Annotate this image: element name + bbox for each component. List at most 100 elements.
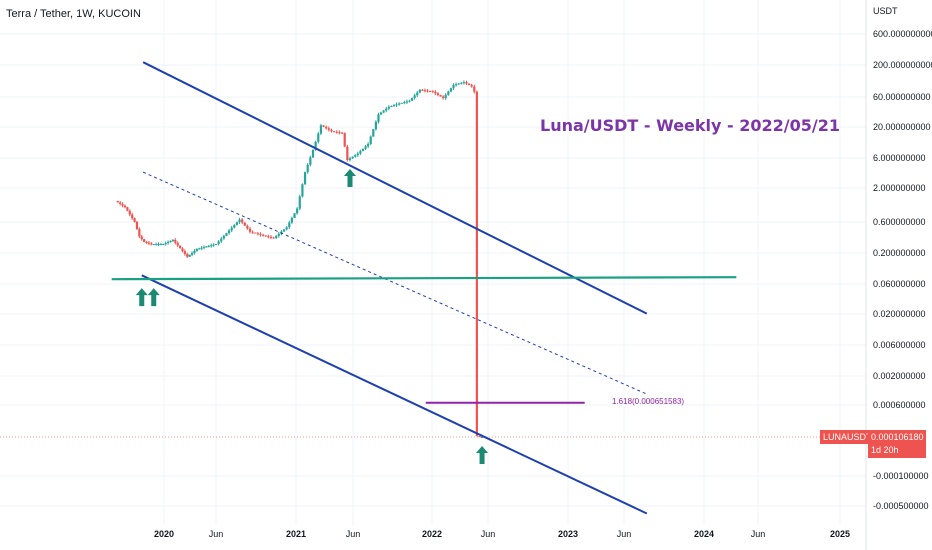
candle-body bbox=[455, 84, 458, 86]
last-price-value: 0.000106180 bbox=[871, 432, 924, 442]
y-tick-label: 0.002000000 bbox=[873, 371, 926, 381]
candle-body bbox=[327, 128, 330, 130]
last-price-tag: 0.000106180 1d 20h bbox=[868, 430, 926, 458]
candle-body bbox=[205, 246, 208, 248]
candle-body bbox=[298, 196, 301, 209]
y-tick-label: 0.006000000 bbox=[873, 340, 926, 350]
candle-body bbox=[478, 436, 481, 438]
candle-body bbox=[410, 98, 414, 101]
channel-upper-line[interactable] bbox=[142, 61, 648, 315]
candle-body bbox=[301, 184, 304, 197]
candle-body bbox=[282, 229, 286, 232]
candle-body bbox=[369, 136, 372, 144]
candle-body bbox=[447, 91, 450, 95]
horizontal-support-line[interactable] bbox=[111, 276, 737, 281]
candle-body bbox=[159, 244, 163, 246]
candle-body bbox=[269, 236, 273, 238]
candle-body bbox=[198, 248, 201, 250]
x-tick-label: 2023 bbox=[557, 529, 579, 539]
symbol-price-tag: LUNAUSDT bbox=[820, 430, 875, 444]
candle-body bbox=[354, 155, 357, 157]
chart-annotation[interactable]: Luna/USDT - Weekly - 2022/05/21 bbox=[540, 116, 840, 135]
candle-body bbox=[322, 125, 325, 127]
candle-body bbox=[314, 141, 317, 150]
candle-body bbox=[135, 221, 139, 230]
candle-body bbox=[246, 225, 249, 229]
candle-body bbox=[150, 243, 153, 245]
candle-body bbox=[395, 104, 398, 106]
candle-body bbox=[126, 207, 129, 211]
candle-body bbox=[227, 230, 231, 234]
symbol-title[interactable]: Terra / Tether, 1W, KUCOIN bbox=[6, 8, 141, 20]
candle-body bbox=[256, 233, 259, 235]
candle-body bbox=[333, 131, 336, 133]
candle-body bbox=[116, 200, 119, 203]
candle-body bbox=[330, 129, 333, 132]
candle-body bbox=[290, 217, 293, 223]
x-tick-label: Jun bbox=[480, 529, 496, 539]
candle-body bbox=[460, 82, 463, 84]
candle-body bbox=[335, 131, 338, 133]
candle-body bbox=[176, 242, 179, 246]
candle-body bbox=[155, 244, 158, 246]
candle-body bbox=[317, 133, 320, 142]
candle-body bbox=[264, 235, 267, 237]
channel-mid-line[interactable] bbox=[142, 171, 648, 395]
candle-body bbox=[174, 239, 177, 243]
channel-lower-line[interactable] bbox=[141, 274, 648, 515]
candle-body bbox=[193, 250, 196, 253]
candle-body bbox=[285, 227, 288, 230]
x-tick-label: 2022 bbox=[421, 529, 443, 539]
candle-body bbox=[421, 89, 424, 91]
y-axis-unit: USDT bbox=[873, 6, 898, 16]
candle-body bbox=[346, 146, 349, 161]
candle-body bbox=[131, 214, 134, 219]
candle-body bbox=[436, 93, 440, 95]
candle-body bbox=[296, 208, 299, 214]
candle-body bbox=[382, 110, 385, 113]
candle-body bbox=[162, 244, 165, 246]
up-arrow-icon bbox=[343, 169, 356, 188]
candle-body bbox=[374, 121, 377, 130]
up-arrow-icon bbox=[135, 288, 148, 307]
candle-body bbox=[408, 100, 411, 102]
candles bbox=[116, 80, 484, 439]
candle-body bbox=[147, 242, 151, 244]
candle-body bbox=[123, 205, 127, 208]
candle-body bbox=[426, 90, 429, 92]
candle-body bbox=[121, 204, 124, 206]
candle-body bbox=[145, 241, 148, 243]
candle-body bbox=[398, 103, 401, 105]
candle-body bbox=[439, 94, 442, 97]
candle-body bbox=[259, 234, 262, 236]
candle-body bbox=[254, 232, 257, 234]
candle-body bbox=[164, 243, 167, 245]
candle-body bbox=[470, 85, 473, 87]
candle-body bbox=[325, 126, 328, 129]
candle-body bbox=[241, 219, 244, 223]
candle-body bbox=[387, 106, 390, 109]
y-tick-label: -0.000500000 bbox=[873, 501, 929, 511]
candle-body bbox=[467, 83, 471, 86]
arrows bbox=[135, 169, 489, 464]
candle-body bbox=[423, 90, 427, 92]
candle-body bbox=[190, 252, 194, 255]
candle-body bbox=[181, 248, 184, 252]
candle-body bbox=[195, 249, 198, 251]
candle-body bbox=[233, 224, 236, 228]
y-tick-label: 60.000000000 bbox=[873, 92, 931, 102]
candle-body bbox=[462, 82, 465, 84]
candle-body bbox=[275, 235, 278, 239]
candle-body bbox=[293, 213, 296, 218]
candle-body bbox=[277, 233, 280, 236]
candle-body bbox=[442, 96, 445, 99]
x-tick-label: 2025 bbox=[829, 529, 851, 539]
candle-body bbox=[222, 235, 225, 239]
candle-body bbox=[238, 219, 241, 223]
candle-body bbox=[351, 156, 354, 159]
candle-body bbox=[200, 247, 203, 249]
candle-body bbox=[171, 239, 174, 242]
x-tick-label: Jun bbox=[345, 529, 361, 539]
